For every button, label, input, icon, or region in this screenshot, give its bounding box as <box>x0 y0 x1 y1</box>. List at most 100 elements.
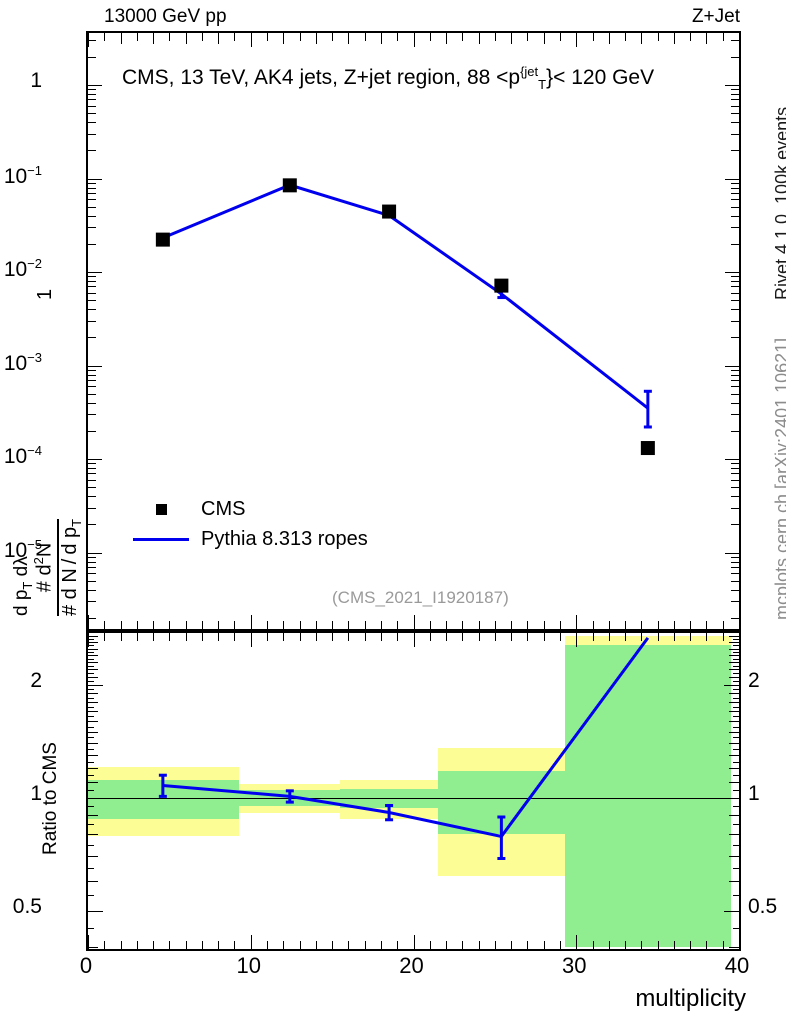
axis-tick <box>88 562 96 563</box>
axis-tick <box>104 633 105 641</box>
axis-tick <box>88 639 94 640</box>
axis-tick <box>348 621 349 629</box>
header-process-label: Z+Jet <box>691 6 740 27</box>
axis-tick <box>495 633 496 641</box>
axis-tick <box>674 621 675 629</box>
axis-tick <box>733 689 739 690</box>
axis-tick <box>625 33 626 41</box>
axis-tick <box>724 685 739 686</box>
axis-tick <box>88 615 89 629</box>
axis-tick <box>641 33 642 44</box>
axis-tick <box>731 375 739 376</box>
axis-tick <box>104 621 105 629</box>
axis-tick <box>88 798 103 799</box>
axis-tick <box>725 366 739 367</box>
axis-tick <box>88 716 94 717</box>
axis-tick <box>414 615 415 629</box>
axis-tick <box>137 33 138 41</box>
axis-tick <box>88 106 96 107</box>
axis-tick <box>88 659 94 660</box>
axis-tick <box>731 150 739 151</box>
axis-tick <box>88 94 96 95</box>
axis-tick <box>88 666 94 667</box>
axis-tick <box>576 615 577 629</box>
axis-tick <box>706 941 707 949</box>
axis-tick <box>251 633 252 647</box>
axis-tick <box>729 649 739 650</box>
axis-tick <box>729 636 739 637</box>
axis-tick <box>88 824 94 825</box>
axis-tick <box>88 553 102 554</box>
axis-tick <box>733 824 739 825</box>
axis-tick <box>88 928 94 929</box>
axis-tick <box>88 193 96 194</box>
axis-tick <box>511 633 512 641</box>
axis-tick <box>88 463 96 464</box>
axis-tick <box>88 743 98 744</box>
axis-tick <box>88 122 96 123</box>
axis-tick <box>731 227 739 228</box>
axis-tick <box>300 621 301 629</box>
axis-tick <box>731 293 739 294</box>
axis-tick <box>88 468 96 469</box>
axis-tick <box>88 366 102 367</box>
axis-tick <box>462 941 463 949</box>
axis-tick <box>234 941 235 949</box>
axis-tick <box>731 94 739 95</box>
axis-tick <box>430 633 431 641</box>
pythia-curve <box>162 183 649 410</box>
axis-tick <box>731 394 739 395</box>
axis-tick <box>381 621 382 629</box>
axis-tick <box>731 337 739 338</box>
axis-tick <box>153 633 154 641</box>
axis-tick <box>88 394 96 395</box>
axis-tick <box>88 567 96 568</box>
axis-tick <box>446 33 447 44</box>
x-tick-label: 20 <box>399 953 424 978</box>
axis-tick <box>462 33 463 41</box>
axis-tick <box>88 845 94 846</box>
cms-data-point <box>155 232 170 247</box>
axis-tick <box>733 737 739 738</box>
axis-tick <box>88 673 94 674</box>
axis-tick <box>733 928 739 929</box>
axis-tick <box>316 633 317 641</box>
axis-tick <box>186 941 187 949</box>
axis-tick <box>560 621 561 629</box>
axis-tick <box>88 895 94 896</box>
axis-tick <box>658 633 659 641</box>
axis-tick <box>723 633 724 641</box>
axis-tick <box>706 621 707 629</box>
axis-tick <box>381 941 382 949</box>
axis-tick <box>724 911 739 912</box>
axis-tick <box>462 633 463 641</box>
axis-tick <box>731 89 739 90</box>
axis-tick <box>88 768 98 769</box>
axis-tick <box>731 468 739 469</box>
axis-tick <box>186 33 187 44</box>
axis-tick <box>88 57 96 58</box>
axis-tick <box>88 636 98 637</box>
y-tick-label: 10−4 <box>3 443 42 468</box>
axis-tick <box>88 652 94 653</box>
axis-tick <box>88 881 98 882</box>
axis-tick <box>88 649 98 650</box>
axis-tick <box>300 941 301 949</box>
ratio-plot-panel <box>86 631 741 951</box>
x-tick-label: 40 <box>724 953 750 978</box>
axis-tick <box>560 633 561 641</box>
axis-tick <box>88 935 89 949</box>
axis-tick <box>729 947 739 948</box>
axis-tick <box>88 645 94 646</box>
axis-tick <box>137 633 138 641</box>
axis-tick <box>88 508 96 509</box>
axis-tick <box>234 621 235 629</box>
axis-tick <box>137 941 138 949</box>
axis-tick <box>729 743 739 744</box>
axis-tick <box>593 941 594 949</box>
axis-tick <box>731 487 739 488</box>
axis-tick <box>609 633 610 641</box>
header-beam-label: 13000 GeV pp <box>104 6 227 27</box>
axis-tick <box>88 188 96 189</box>
axis-tick <box>731 216 739 217</box>
